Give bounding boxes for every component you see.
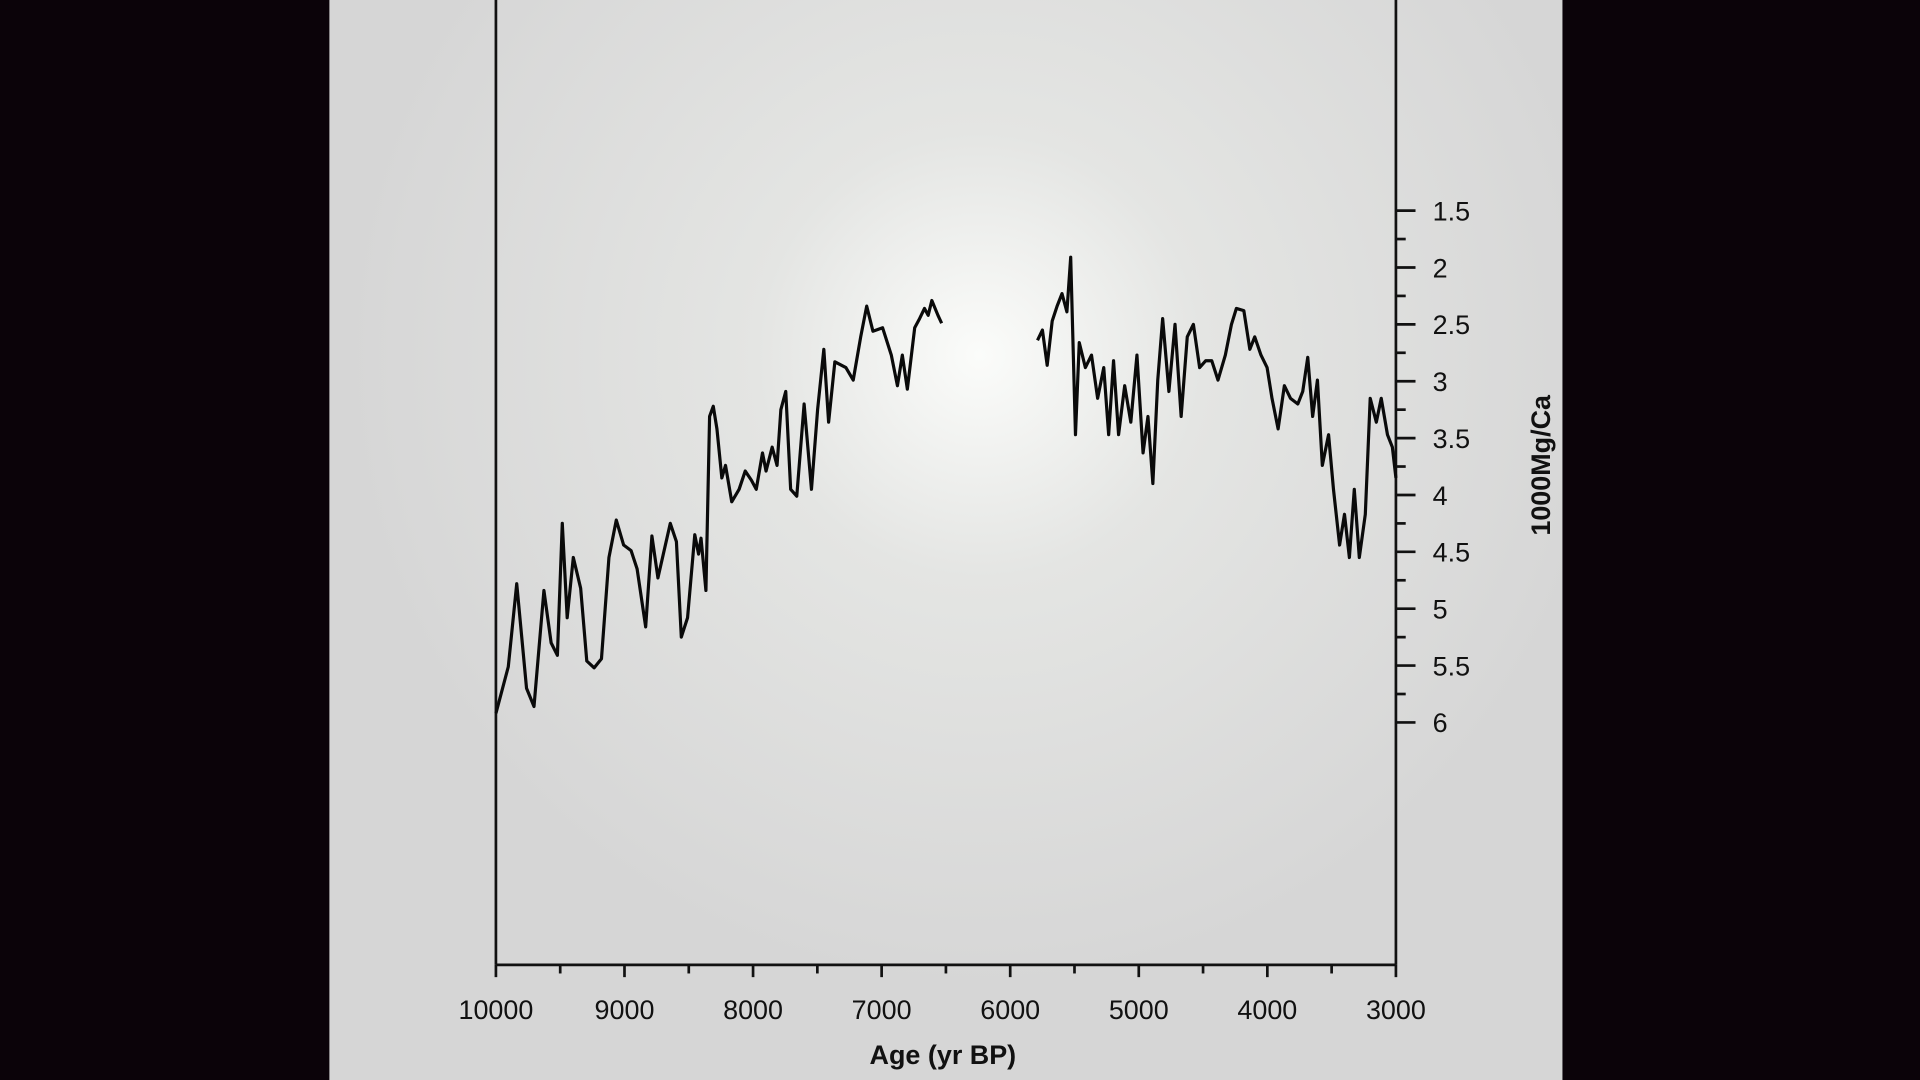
x-tick-label: 6000 — [980, 995, 1040, 1025]
y-tick-label: 2.5 — [1433, 310, 1470, 340]
y-tick-label: 3.5 — [1433, 424, 1470, 454]
y-axis-title: 1000Mg/Ca — [1526, 394, 1556, 536]
x-axis-title: Age (yr BP) — [870, 1040, 1017, 1070]
x-tick-label: 9000 — [595, 995, 655, 1025]
y-tick-label: 6 — [1433, 708, 1448, 738]
y-tick-label: 3 — [1433, 367, 1448, 397]
x-tick-label: 10000 — [458, 995, 533, 1025]
series-line-1 — [494, 298, 944, 714]
plot-panel — [329, 0, 1563, 1080]
y-tick-label: 1.5 — [1433, 196, 1470, 226]
y-tick-label: 4.5 — [1433, 538, 1470, 568]
y-tick-label: 4 — [1433, 481, 1448, 511]
axes — [494, 0, 1416, 978]
x-tick-label: 4000 — [1237, 995, 1297, 1025]
x-tick-label: 3000 — [1366, 995, 1426, 1025]
series-line-2 — [1036, 255, 1398, 560]
x-tick-label: 7000 — [852, 995, 912, 1025]
tick-labels: 10000 9000 8000 7000 6000 5000 4000 3000 1.5 2 2.5… — [458, 196, 1470, 1024]
y-tick-label: 5 — [1433, 595, 1448, 625]
series-group — [494, 255, 1398, 714]
x-tick-label: 5000 — [1109, 995, 1169, 1025]
x-tick-label: 8000 — [723, 995, 783, 1025]
y-tick-label: 2 — [1433, 253, 1448, 283]
y-tick-label: 5.5 — [1433, 651, 1470, 681]
